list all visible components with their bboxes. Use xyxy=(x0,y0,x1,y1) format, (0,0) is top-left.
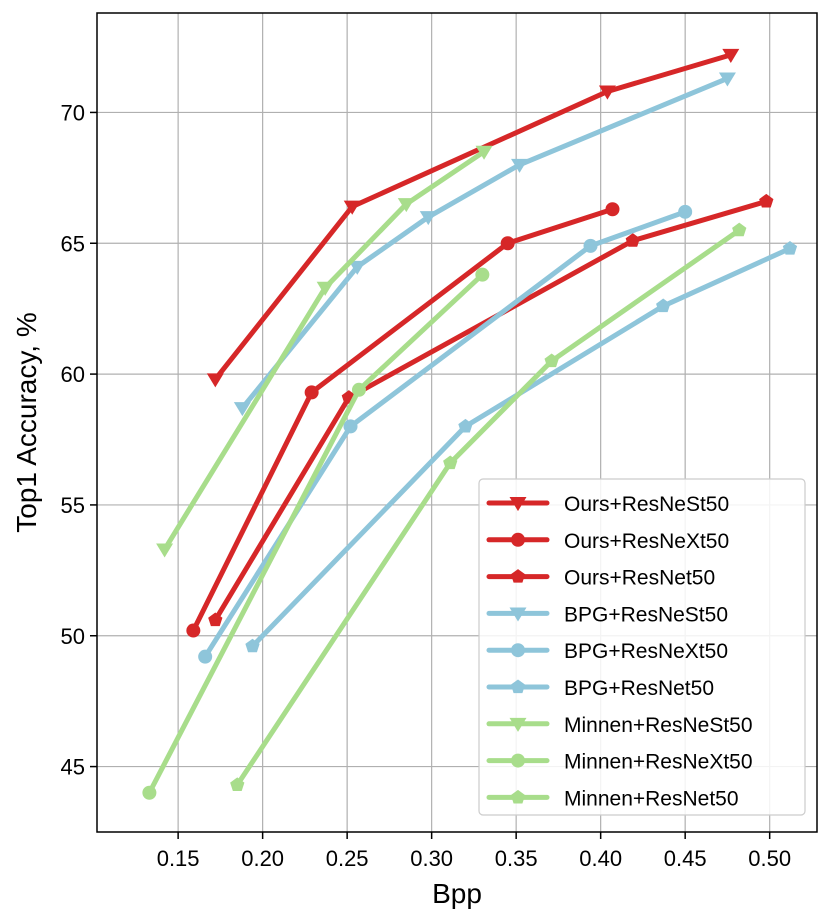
data-point xyxy=(500,236,515,251)
data-point xyxy=(343,419,358,434)
y-tick-label: 60 xyxy=(61,362,85,387)
series-minnen-resnext50 xyxy=(142,267,490,800)
legend-marker xyxy=(509,497,527,512)
data-point xyxy=(343,200,361,215)
series-bpg-resnet50 xyxy=(245,240,798,653)
data-point xyxy=(419,211,437,226)
y-tick-label: 70 xyxy=(61,100,85,125)
legend-item: Ours+ResNet50 xyxy=(486,567,715,590)
ticks: 0.15 0.20 0.25 0.30 0.35 0.40 0.45 0.50 45 50 55 60… xyxy=(61,100,792,871)
data-point xyxy=(304,385,319,400)
legend-item: Minnen+ResNet50 xyxy=(486,787,739,810)
legend-label: BPG+ResNeXt50 xyxy=(564,640,728,663)
legend-item: BPG+ResNeXt50 xyxy=(486,640,728,663)
series-line xyxy=(190,206,615,634)
series-ours-resnext50 xyxy=(186,202,620,638)
legend-label: BPG+ResNet50 xyxy=(564,677,714,700)
series-minnen-resnet50 xyxy=(230,222,747,791)
y-axis-label: Top1 Accuracy, % xyxy=(11,312,42,532)
x-tick-label: 0.20 xyxy=(241,846,284,871)
data-point xyxy=(475,145,493,160)
legend-marker xyxy=(509,717,527,732)
x-tick-label: 0.35 xyxy=(495,846,538,871)
data-point xyxy=(397,198,415,213)
data-point xyxy=(722,48,740,63)
legend-marker xyxy=(510,569,526,583)
data-point xyxy=(198,649,213,664)
data-point xyxy=(316,281,334,296)
legend-label: BPG+ResNeSt50 xyxy=(564,603,728,626)
x-tick-label: 0.15 xyxy=(157,846,200,871)
data-point xyxy=(458,418,473,433)
data-point xyxy=(186,623,201,638)
data-point xyxy=(598,85,616,100)
data-point xyxy=(230,777,245,791)
series-line xyxy=(249,245,793,649)
legend-item: Ours+ResNeXt50 xyxy=(486,530,729,553)
data-point xyxy=(625,233,640,247)
data-point xyxy=(245,638,260,653)
legend-marker xyxy=(511,532,525,547)
y-tick-label: 65 xyxy=(61,231,85,256)
legend-marker xyxy=(511,643,525,658)
data-point xyxy=(443,455,458,470)
series-line xyxy=(162,149,487,552)
x-tick-label: 0.40 xyxy=(579,846,622,871)
legend-label: Minnen+ResNet50 xyxy=(564,787,739,810)
series-layer xyxy=(142,48,798,800)
legend-label: Ours+ResNeXt50 xyxy=(564,530,729,553)
data-point xyxy=(782,240,798,255)
legend-item: Minnen+ResNeXt50 xyxy=(486,751,753,774)
legend-label: Ours+ResNeSt50 xyxy=(564,493,729,516)
x-tick-label: 0.45 xyxy=(664,846,707,871)
data-point xyxy=(718,72,736,87)
y-tick-label: 55 xyxy=(61,493,85,518)
y-tick-label: 50 xyxy=(61,624,85,649)
x-axis-label: Bpp xyxy=(432,878,482,909)
series-bpg-resnest50 xyxy=(233,72,736,417)
data-point xyxy=(475,267,490,282)
legend-label: Minnen+ResNeXt50 xyxy=(564,751,753,774)
legend-item: Minnen+ResNeSt50 xyxy=(486,714,753,737)
legend-marker xyxy=(509,607,527,622)
legend: Ours+ResNeSt50 Ours+ResNeXt50 Ours+ResNet5… xyxy=(478,478,806,816)
x-tick-label: 0.50 xyxy=(748,846,791,871)
data-point xyxy=(605,202,620,217)
y-tick-label: 45 xyxy=(61,755,85,780)
data-point xyxy=(656,298,671,313)
series-line xyxy=(234,227,742,788)
legend-item: Ours+ResNeSt50 xyxy=(486,493,729,516)
legend-box xyxy=(478,478,806,816)
data-point xyxy=(156,543,174,558)
legend-label: Minnen+ResNeSt50 xyxy=(564,714,753,737)
legend-marker xyxy=(510,789,526,804)
data-point xyxy=(544,353,559,368)
data-point xyxy=(678,204,693,219)
legend-item: BPG+ResNet50 xyxy=(486,677,714,700)
legend-marker xyxy=(511,753,525,768)
legend-marker xyxy=(510,679,526,694)
data-point xyxy=(759,193,774,208)
data-point xyxy=(206,373,224,388)
data-point xyxy=(351,382,366,397)
x-tick-label: 0.30 xyxy=(410,846,453,871)
data-point xyxy=(348,260,366,275)
plot-frame xyxy=(96,12,818,833)
x-tick-label: 0.25 xyxy=(326,846,369,871)
data-point xyxy=(208,612,223,627)
legend-item: BPG+ResNeSt50 xyxy=(486,603,728,626)
data-point xyxy=(142,785,157,800)
legend-label: Ours+ResNet50 xyxy=(564,567,715,590)
series-minnen-resnest50 xyxy=(156,145,493,558)
data-point xyxy=(732,222,747,237)
data-point xyxy=(511,158,529,173)
data-point xyxy=(233,402,251,417)
data-point xyxy=(583,238,598,253)
